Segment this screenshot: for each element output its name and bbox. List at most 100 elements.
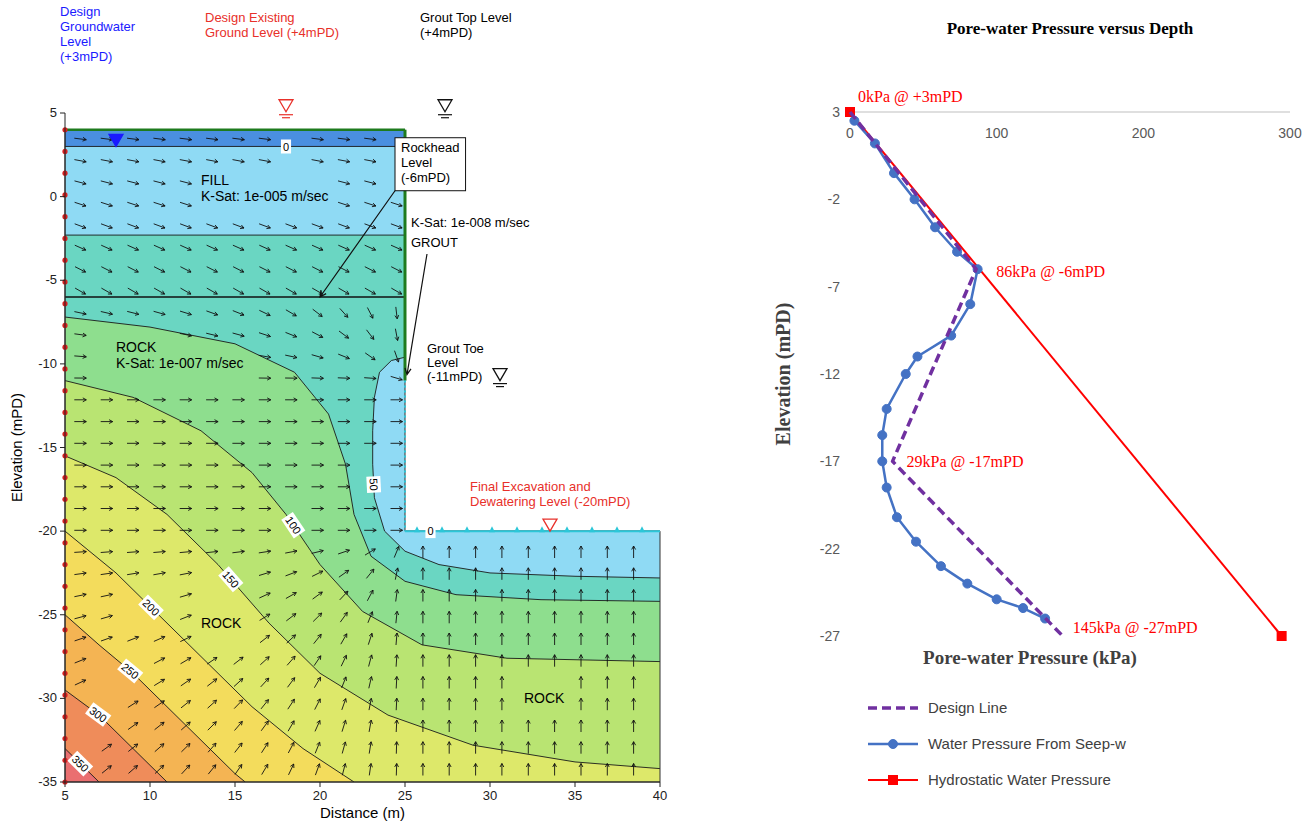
- contour-label-text: 150: [220, 568, 241, 590]
- annotation: K-Sat: 1e-008 m/sec: [411, 215, 530, 230]
- flow-arrow: [74, 463, 86, 467]
- flow-arrow: [259, 420, 271, 424]
- flow-arrow: [182, 765, 190, 774]
- flow-arrow: [208, 765, 216, 774]
- flow-arrow: [181, 288, 191, 294]
- flow-arrow: [338, 549, 349, 554]
- flow-arrow: [632, 633, 636, 645]
- flow-arrow: [395, 307, 399, 319]
- boundary-marker: [464, 526, 470, 532]
- flow-arrow: [313, 592, 323, 599]
- flow-arrow: [154, 202, 166, 206]
- label-bg: [856, 88, 965, 106]
- flow-arrow: [447, 677, 451, 689]
- flow-arrow: [180, 202, 191, 206]
- flow-arrow: [259, 333, 271, 338]
- data-point: [966, 300, 975, 309]
- flow-arrow: [206, 441, 218, 445]
- flow-arrow: [338, 398, 350, 402]
- x-tick-label: 0: [846, 125, 854, 141]
- flow-arrow: [553, 764, 557, 776]
- flow-arrow: [232, 507, 244, 511]
- flow-arrow: [232, 420, 244, 424]
- y-tick-label: 5: [50, 105, 57, 120]
- y-tick-label: 0: [50, 189, 57, 204]
- flow-arrow: [259, 463, 271, 467]
- x-tick-label: 300: [1278, 125, 1302, 141]
- flow-arrow: [127, 550, 139, 554]
- flow-arrow: [553, 568, 557, 580]
- flow-arrow: [632, 655, 636, 667]
- flow-arrow: [605, 720, 609, 732]
- callout-box: [395, 138, 466, 191]
- flow-arrow: [391, 398, 403, 402]
- flow-arrow: [101, 593, 113, 597]
- flow-arrow: [421, 655, 425, 667]
- flow-arrow: [288, 699, 295, 709]
- flow-arrow: [74, 593, 86, 597]
- bands: [65, 130, 660, 782]
- x-tick-label: 15: [228, 788, 242, 803]
- y-tick: [60, 614, 65, 615]
- flow-arrow: [364, 376, 376, 380]
- flow-arrow: [260, 288, 271, 294]
- flow-arrow: [128, 288, 138, 294]
- domain: [65, 130, 660, 782]
- flow-arrow: [447, 742, 451, 754]
- flow-arrow: [154, 267, 165, 273]
- pressure-band: [65, 456, 660, 782]
- text-line: Design: [60, 4, 100, 19]
- flow-arrow: [127, 137, 139, 141]
- contour-label: 250: [117, 658, 143, 683]
- band-group: [65, 235, 660, 782]
- contour-line: [65, 456, 660, 769]
- flow-arrow: [128, 723, 138, 730]
- label-bg: [425, 524, 435, 538]
- flow-arrow: [526, 720, 530, 732]
- label-bg: [218, 566, 243, 592]
- flow-arrow: [500, 677, 504, 689]
- y-tick: [60, 782, 65, 783]
- flow-arrow: [75, 202, 86, 206]
- flow-arrow: [312, 441, 324, 445]
- flow-arrow: [286, 571, 297, 576]
- flow-arrow: [180, 528, 192, 532]
- flow-arrow: [287, 635, 296, 643]
- flow-arrow: [259, 224, 270, 229]
- x-tick: [405, 782, 406, 787]
- contour-line: [65, 235, 405, 236]
- flow-arrow: [233, 311, 244, 316]
- flow-arrow: [605, 742, 609, 754]
- flow-arrow: [447, 611, 451, 623]
- flow-arrow: [75, 267, 86, 273]
- flow-arrow: [180, 507, 192, 511]
- contour-label: 300: [85, 702, 111, 727]
- contour-label: 150: [218, 566, 243, 592]
- axes: 510152025303540-35-30-25-20-15-10-505Dis…: [8, 105, 667, 821]
- flow-arrow: [312, 267, 323, 273]
- contours: [65, 146, 660, 782]
- flow-arrow: [364, 202, 376, 206]
- flow-arrow: [259, 441, 271, 445]
- flow-arrow: [500, 590, 504, 602]
- flow-arrow: [421, 633, 425, 645]
- flow-arrow: [101, 181, 113, 185]
- flow-arrow: [206, 398, 218, 402]
- flow-arrow: [181, 722, 190, 730]
- flow-arrow: [474, 677, 478, 689]
- flow-arrow: [259, 593, 270, 598]
- flow-arrow: [338, 528, 350, 532]
- flow-arrow: [365, 288, 376, 294]
- pressure-band: [65, 381, 660, 782]
- flow-arrow: [154, 224, 165, 229]
- x-axis: [850, 112, 1290, 113]
- flow-arrow: [313, 309, 323, 316]
- flow-arrow: [180, 441, 192, 445]
- flow-arrow: [369, 742, 373, 754]
- flow-arrow: [500, 742, 504, 754]
- y-tick-label: -5: [45, 272, 57, 287]
- flow-arrow: [128, 701, 138, 708]
- flow-arrow: [154, 311, 166, 315]
- flow-arrow: [180, 245, 191, 250]
- flow-arrow: [128, 267, 139, 273]
